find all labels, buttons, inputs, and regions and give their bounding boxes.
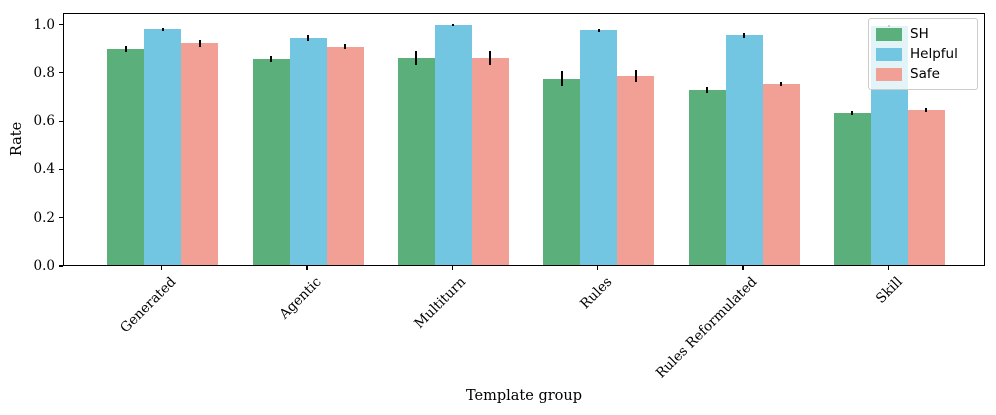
legend-item-sh: SH xyxy=(876,26,970,42)
y-tick-label: 0.8 xyxy=(33,64,55,81)
bar-helpful-rules-reformulated xyxy=(725,35,763,265)
bar-safe-multiturn xyxy=(471,57,509,265)
bar-helpful-rules xyxy=(580,30,618,265)
y-tick-mark xyxy=(59,217,63,219)
legend-label-helpful: Helpful xyxy=(910,46,958,62)
error-bar-safe-multiturn xyxy=(489,50,492,66)
error-bar-safe-rules xyxy=(634,69,637,82)
legend-item-safe: Safe xyxy=(876,66,970,82)
x-tick-label-agentic: Agentic xyxy=(275,274,325,323)
error-bar-safe-generated xyxy=(198,39,201,47)
x-tick-label-skill: Skill xyxy=(872,274,906,307)
bar-sh-agentic xyxy=(252,59,290,265)
y-tick-label: 0.2 xyxy=(33,209,55,226)
error-bar-sh-rules-reformulated xyxy=(706,86,708,93)
legend-label-sh: SH xyxy=(910,26,929,42)
bar-sh-skill xyxy=(833,112,871,265)
x-tick-mark xyxy=(597,266,599,270)
error-bar-helpful-multiturn xyxy=(452,23,455,26)
y-axis-label: Rate xyxy=(9,121,25,157)
error-bar-safe-rules-reformulated xyxy=(780,82,782,87)
plot-area xyxy=(63,13,985,266)
legend: SH Helpful Safe xyxy=(868,18,978,90)
legend-label-safe: Safe xyxy=(910,66,940,82)
x-tick-label-rules: Rules xyxy=(576,274,616,313)
x-tick-label-rules-reformulated: Rules Reformulated xyxy=(652,274,761,382)
bar-helpful-multiturn xyxy=(434,24,472,265)
error-bar-sh-multiturn xyxy=(415,50,418,66)
error-bar-sh-skill xyxy=(851,110,854,116)
error-bar-safe-agentic xyxy=(344,44,346,49)
bar-safe-rules xyxy=(617,76,655,265)
legend-swatch-helpful xyxy=(876,47,902,61)
x-tick-mark xyxy=(887,266,889,270)
bar-sh-multiturn xyxy=(397,57,435,265)
error-bar-safe-skill xyxy=(925,108,928,112)
error-bar-sh-generated xyxy=(124,45,127,53)
y-tick-mark xyxy=(59,23,63,26)
bar-safe-skill xyxy=(907,110,945,265)
x-tick-label-generated: Generated xyxy=(116,274,180,337)
legend-swatch-safe xyxy=(876,67,902,81)
bar-safe-rules-reformulated xyxy=(762,84,800,265)
x-tick-mark xyxy=(306,266,308,270)
bar-sh-rules-reformulated xyxy=(688,89,726,265)
x-tick-mark xyxy=(742,266,744,270)
y-tick-label: 1.0 xyxy=(33,16,55,33)
y-tick-mark xyxy=(59,168,63,171)
y-tick-mark xyxy=(59,265,63,267)
legend-swatch-sh xyxy=(876,27,902,41)
bar-safe-generated xyxy=(181,43,219,265)
y-tick-mark xyxy=(59,120,63,122)
error-bar-helpful-generated xyxy=(161,27,164,31)
legend-item-helpful: Helpful xyxy=(876,46,970,62)
bar-sh-rules xyxy=(543,78,581,265)
bar-sh-generated xyxy=(107,48,145,265)
error-bar-sh-agentic xyxy=(270,56,272,63)
bar-safe-agentic xyxy=(326,46,364,265)
x-tick-mark xyxy=(161,266,163,270)
x-tick-mark xyxy=(451,266,453,270)
error-bar-helpful-agentic xyxy=(307,34,309,41)
error-bar-helpful-rules xyxy=(597,28,600,32)
y-tick-mark xyxy=(59,72,63,74)
x-tick-label-multiturn: Multiturn xyxy=(411,274,470,332)
x-axis-label: Template group xyxy=(465,388,583,404)
bar-helpful-agentic xyxy=(289,37,327,265)
y-tick-label: 0.4 xyxy=(33,161,55,178)
error-bar-helpful-rules-reformulated xyxy=(743,33,745,38)
bar-helpful-generated xyxy=(144,29,182,265)
y-tick-label: 0.6 xyxy=(33,113,55,130)
y-tick-label: 0.0 xyxy=(33,258,55,274)
error-bar-sh-rules xyxy=(560,71,563,86)
